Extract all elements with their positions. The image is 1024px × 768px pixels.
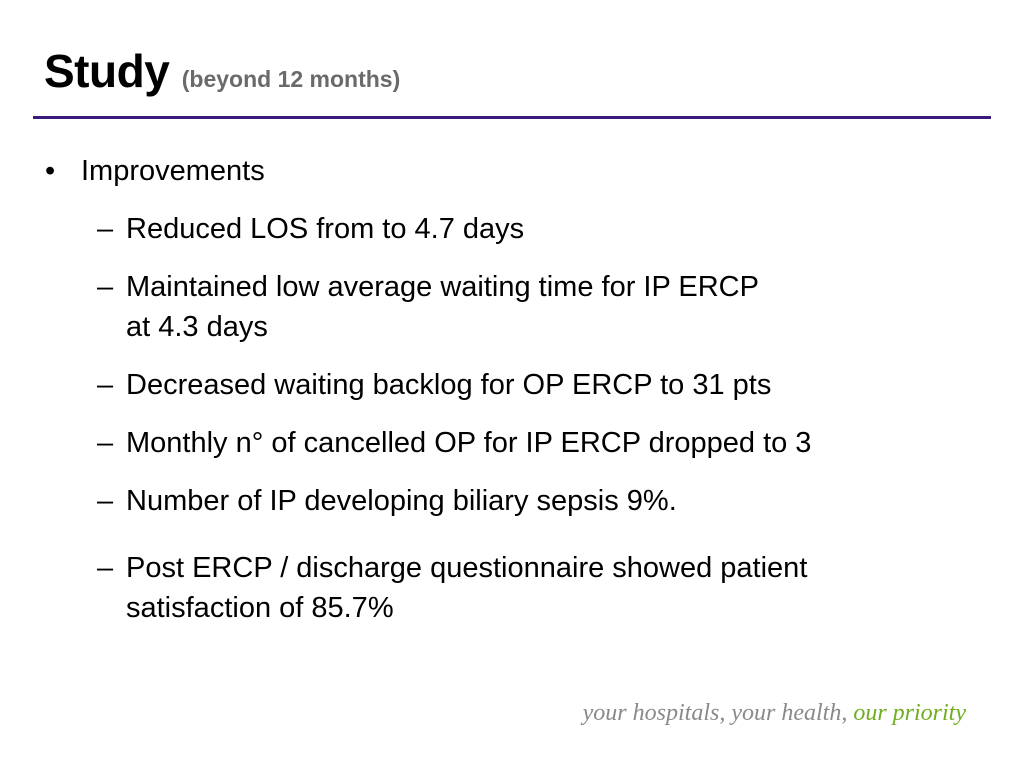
dash-marker: – <box>97 271 114 303</box>
sub-bullet-backlog: – Decreased waiting backlog for OP ERCP … <box>97 365 771 405</box>
bullet-improvements: • Improvements <box>45 151 265 191</box>
sub-bullet-satisfaction: – Post ERCP / discharge questionnaire sh… <box>97 548 807 628</box>
dash-marker: – <box>97 427 114 459</box>
title-subtitle: (beyond 12 months) <box>181 66 401 92</box>
dash-marker: – <box>97 485 114 517</box>
sub-bullet-text: Monthly n° of cancelled OP for IP ERCP d… <box>126 427 812 459</box>
dash-marker: – <box>97 369 114 401</box>
sub-bullet-text-line1: Post ERCP / discharge questionnaire show… <box>126 552 808 584</box>
page-title: Study (beyond 12 months) <box>44 44 400 98</box>
sub-bullet-text: Decreased waiting backlog for OP ERCP to… <box>126 369 772 401</box>
dash-marker: – <box>97 213 114 245</box>
title-divider <box>33 116 991 119</box>
tagline-part2: our priority <box>853 700 966 726</box>
bullet-text: Improvements <box>81 155 265 187</box>
sub-bullet-los: – Reduced LOS from to 4.7 days <box>97 209 524 249</box>
sub-bullet-sepsis: – Number of IP developing biliary sepsis… <box>97 481 677 521</box>
sub-bullet-text-line1: Maintained low average waiting time for … <box>126 271 759 303</box>
title-main: Study <box>44 45 170 97</box>
dash-marker: – <box>97 552 114 584</box>
footer-tagline: your hospitals, your health, our priorit… <box>583 700 966 727</box>
sub-bullet-text-line2: satisfaction of 85.7% <box>126 592 394 624</box>
sub-bullet-text: Reduced LOS from to 4.7 days <box>126 213 525 245</box>
tagline-part1: your hospitals, your health, <box>582 700 848 726</box>
sub-bullet-cancelled: – Monthly n° of cancelled OP for IP ERCP… <box>97 423 811 463</box>
bullet-marker: • <box>45 155 56 187</box>
sub-bullet-text: Number of IP developing biliary sepsis 9… <box>126 485 677 517</box>
sub-bullet-text-line2: at 4.3 days <box>126 311 268 343</box>
sub-bullet-waiting-time: – Maintained low average waiting time fo… <box>97 267 759 347</box>
